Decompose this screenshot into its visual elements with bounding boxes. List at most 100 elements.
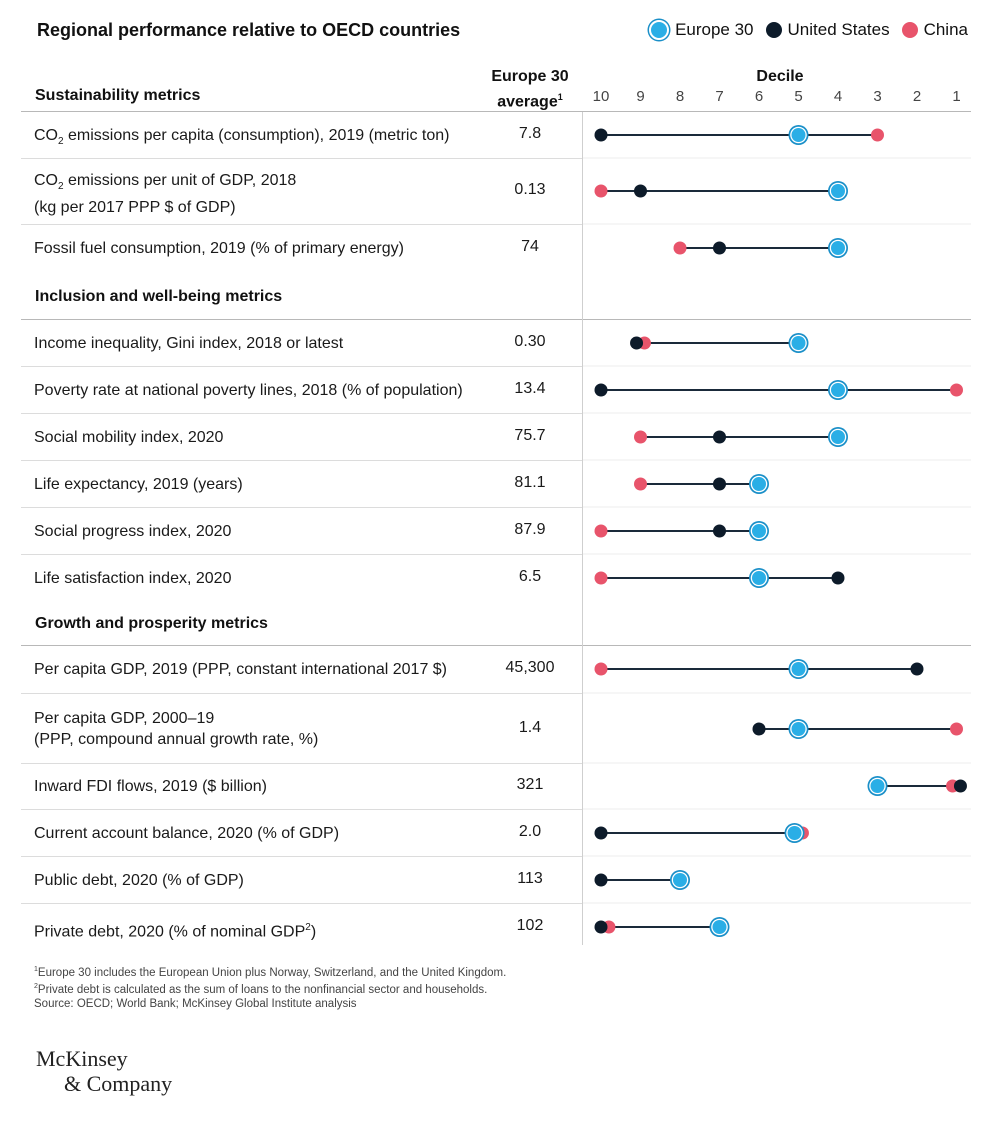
metric-label: Inward FDI flows, 2019 ($ billion) <box>34 776 504 797</box>
footnote-1-text: Europe 30 includes the European Union pl… <box>37 966 507 979</box>
europe30-average-value: 87.9 <box>514 521 546 538</box>
logo-line1: McKinsey <box>36 1046 128 1071</box>
legend-item-united-states: United States <box>765 20 890 40</box>
metric-label-line1: Social progress index, 2020 <box>34 522 232 540</box>
china-point <box>594 184 608 198</box>
row-divider <box>21 366 582 367</box>
row-divider <box>21 460 582 461</box>
footnote-1: 1Europe 30 includes the European Union p… <box>34 963 506 980</box>
metric-label-line1: Life satisfaction index, 2020 <box>34 569 232 587</box>
chart-title: Regional performance relative to OECD co… <box>37 20 461 40</box>
decile-tick-2: 2 <box>912 88 922 105</box>
europe30-average-value: 0.13 <box>514 181 546 198</box>
decile-tick-9: 9 <box>636 88 645 105</box>
footnote-1-marker: 1 <box>34 966 38 973</box>
metric-label-line1: Social mobility index, 2020 <box>34 428 224 446</box>
logo-line2: & Company <box>64 1071 173 1096</box>
china-point <box>950 722 963 736</box>
united-states-point <box>953 779 967 793</box>
europe30-point <box>870 779 885 793</box>
metric-label: Current account balance, 2020 (% of GDP) <box>34 823 504 844</box>
decile-tick-8: 8 <box>675 88 685 105</box>
europe30-average-value: 45,300 <box>505 659 555 676</box>
row-divider <box>21 413 582 414</box>
metric-label-line1: Income inequality, Gini index, 2018 or l… <box>34 334 344 352</box>
legend-label-united-states: United States <box>787 20 890 39</box>
china-point <box>634 477 647 491</box>
united-states-point <box>713 477 726 491</box>
mckinsey-logo: McKinsey & Company <box>36 1046 172 1096</box>
legend-item-china: China <box>901 20 968 40</box>
metric-label-line1: CO2 emissions per capita (consumption), … <box>34 126 450 147</box>
metric-label: Private debt, 2020 (% of nominal GDP2) <box>34 917 504 942</box>
section-title-2: Inclusion and well-being metrics <box>35 288 283 305</box>
europe30-average-value: 321 <box>516 776 544 793</box>
metric-label: Life satisfaction index, 2020 <box>34 568 504 589</box>
section-title-3: Growth and prosperity metrics <box>35 615 268 632</box>
metric-label-line1: Per capita GDP, 2000–19 <box>34 710 215 727</box>
footnote-2-marker: 2 <box>34 982 38 990</box>
metric-label-line1: Public debt, 2020 (% of GDP) <box>34 871 244 889</box>
united-states-point <box>831 571 845 585</box>
metric-label: Income inequality, Gini index, 2018 or l… <box>34 333 504 354</box>
decile-tick-4: 4 <box>833 88 843 105</box>
united-states-point <box>594 826 608 840</box>
average-header-text: average <box>497 93 558 111</box>
row-divider <box>21 856 582 857</box>
europe30-marker-icon <box>649 20 670 40</box>
europe30-point <box>791 662 806 676</box>
metric-label-line1: Life expectancy, 2019 (years) <box>34 475 243 493</box>
decile-tick-10: 10 <box>592 88 610 105</box>
row-divider <box>21 224 582 225</box>
decile-axis-divider <box>582 112 583 945</box>
europe30-point <box>787 826 802 840</box>
united-states-point <box>752 722 766 736</box>
united-states-point <box>594 873 608 887</box>
decile-tick-3: 3 <box>873 88 882 105</box>
united-states-point <box>713 241 726 255</box>
metric-label: Fossil fuel consumption, 2019 (% of prim… <box>34 238 504 259</box>
metric-label-line1: CO2 emissions per unit of GDP, 2018 <box>34 172 297 193</box>
china-marker-icon <box>901 22 918 38</box>
metric-label-line1: Inward FDI flows, 2019 ($ billion) <box>34 777 267 795</box>
europe30-average-value: 1.4 <box>518 719 542 736</box>
metric-label: Poverty rate at national poverty lines, … <box>34 380 504 401</box>
europe30-point <box>752 524 766 538</box>
source-note: Source: OECD; World Bank; McKinsey Globa… <box>34 997 357 1010</box>
europe30-average-value: 113 <box>517 870 543 887</box>
united-states-point <box>910 662 924 676</box>
metrics-table: Sustainability metrics CO2 emissions per … <box>21 87 971 942</box>
row-divider <box>21 158 582 159</box>
europe30-average-value: 6.5 <box>518 568 542 585</box>
metric-label: Social progress index, 2020 <box>34 521 504 542</box>
united-states-point <box>630 336 644 350</box>
europe30-point <box>712 920 727 934</box>
section-divider <box>21 111 971 112</box>
china-point <box>950 383 963 397</box>
china-point <box>594 662 608 676</box>
europe30-point <box>831 383 845 397</box>
europe30-point <box>831 430 845 444</box>
europe30-point <box>831 184 845 198</box>
metric-label-line2: (kg per 2017 PPP $ of GDP) <box>34 199 236 217</box>
europe30-average-value: 7.8 <box>518 125 542 142</box>
metric-label: CO2 emissions per unit of GDP, 2018 (kg p… <box>34 170 504 218</box>
europe30-point <box>791 336 806 350</box>
china-point <box>634 430 647 444</box>
legend: Europe 30 United States China <box>637 20 968 40</box>
row-divider <box>21 693 582 694</box>
section-title-1: Sustainability metrics <box>35 87 201 104</box>
metric-label-line2: (PPP, compound annual growth rate, %) <box>34 731 319 748</box>
metric-label-line1: Poverty rate at national poverty lines, … <box>34 381 463 399</box>
united-states-point <box>713 524 726 538</box>
legend-label-europe30: Europe 30 <box>675 20 754 39</box>
europe30-average-value: 75.7 <box>514 427 546 444</box>
section-divider <box>21 645 971 646</box>
metric-label: Per capita GDP, 2019 (PPP, constant inte… <box>34 659 504 680</box>
europe30-point <box>673 873 687 887</box>
footnote-2: 2Private debt is calculated as the sum o… <box>34 980 506 997</box>
united-states-point <box>594 128 608 142</box>
decile-tick-5: 5 <box>794 88 803 105</box>
china-point <box>594 524 608 538</box>
metric-label: Public debt, 2020 (% of GDP) <box>34 870 504 891</box>
